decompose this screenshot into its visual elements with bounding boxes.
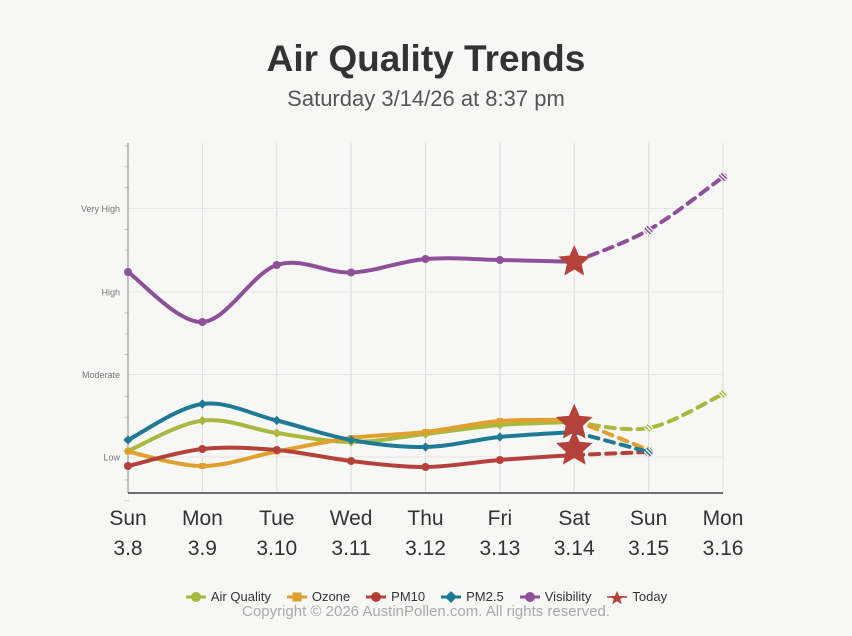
svg-text:3.9: 3.9 <box>188 537 217 560</box>
svg-text:3.10: 3.10 <box>256 537 297 560</box>
svg-text:Very High: Very High <box>81 204 120 214</box>
svg-text:Sat: Sat <box>558 507 590 530</box>
svg-text:3.15: 3.15 <box>628 537 669 560</box>
svg-text:Sun: Sun <box>630 507 667 530</box>
svg-text:Tue: Tue <box>259 507 294 530</box>
svg-text:3.11: 3.11 <box>331 537 370 560</box>
svg-text:Fri: Fri <box>488 507 513 530</box>
svg-text:Moderate: Moderate <box>82 370 120 380</box>
svg-text:Wed: Wed <box>330 507 373 530</box>
svg-text:High: High <box>101 288 120 298</box>
svg-text:3.14: 3.14 <box>554 537 595 560</box>
svg-text:Thu: Thu <box>407 507 443 530</box>
svg-text:3.16: 3.16 <box>703 537 744 560</box>
svg-text:Mon: Mon <box>182 507 223 530</box>
svg-text:Mon: Mon <box>703 507 744 530</box>
svg-text:3.8: 3.8 <box>113 537 142 560</box>
svg-text:Low: Low <box>103 453 120 463</box>
svg-text:3.12: 3.12 <box>405 537 446 560</box>
svg-text:Sun: Sun <box>109 507 146 530</box>
svg-text:3.13: 3.13 <box>479 537 520 560</box>
